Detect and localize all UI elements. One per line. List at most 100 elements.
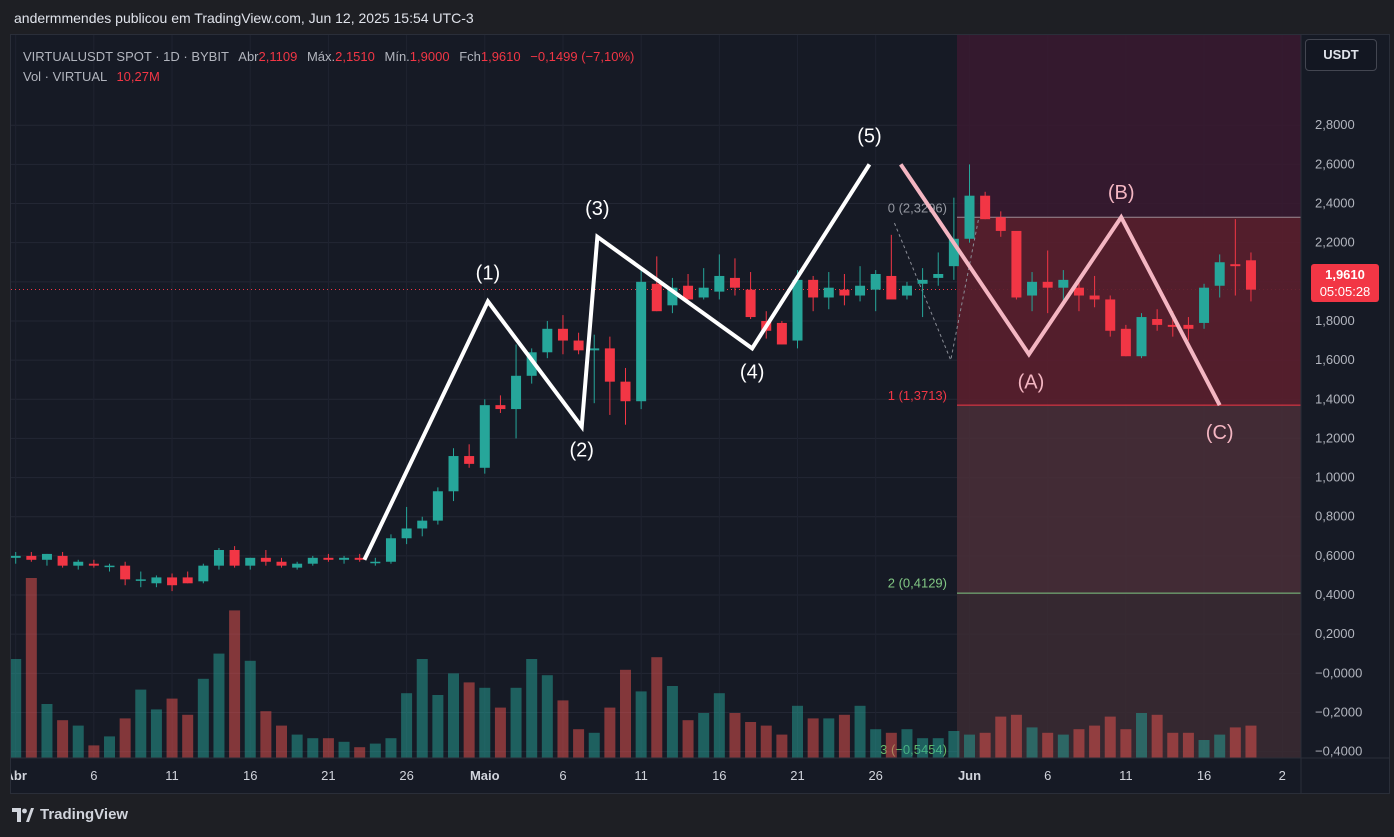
volume-bar xyxy=(636,691,647,758)
volume-bar xyxy=(401,693,412,758)
volume-bar xyxy=(432,695,443,758)
candle-body xyxy=(699,288,709,298)
volume-label[interactable]: Vol · VIRTUAL xyxy=(23,69,107,84)
candle-body xyxy=(574,341,584,351)
volume-bar xyxy=(1011,715,1022,758)
time-tick-label: 21 xyxy=(790,768,804,783)
price-tick-label: 0,6000 xyxy=(1315,548,1355,563)
close-value: 1,9610 xyxy=(481,49,521,64)
chart-panel[interactable]: 0 (2,3296) 1 (1,3713) 2 (0,4129) 3 (−0,5454… xyxy=(10,34,1390,794)
candle-body xyxy=(1246,260,1256,289)
tradingview-logo-icon xyxy=(12,808,34,822)
candle-body xyxy=(918,280,928,284)
impulse-wave-label: (3) xyxy=(585,198,609,220)
candle-body xyxy=(1105,299,1115,330)
volume-bar xyxy=(495,708,506,758)
volume-bar xyxy=(964,735,975,758)
volume-bar xyxy=(57,720,68,758)
price-tick-label: 1,0000 xyxy=(1315,470,1355,485)
price-tick-label: −0,2000 xyxy=(1315,704,1362,719)
volume-bar xyxy=(198,679,209,758)
volume-bar xyxy=(1027,727,1038,758)
volume-bar xyxy=(683,720,694,758)
candle-body xyxy=(605,348,615,381)
candle-body xyxy=(824,288,834,298)
volume-bar xyxy=(1042,733,1053,758)
volume-bar xyxy=(464,682,475,758)
candle-body xyxy=(495,405,505,409)
time-tick-label: 6 xyxy=(559,768,566,783)
footer-brand-label: TradingView xyxy=(40,806,128,823)
volume-bar xyxy=(792,706,803,758)
volume-bar xyxy=(370,744,381,758)
volume-bar xyxy=(933,738,944,758)
candle-body xyxy=(902,286,912,296)
bar-countdown: 05:05:28 xyxy=(1311,284,1379,300)
candle-body xyxy=(996,217,1006,231)
volume-bar xyxy=(917,738,928,758)
candle-body xyxy=(1011,231,1021,298)
impulse-wave-label: (1) xyxy=(476,262,500,284)
candle-body xyxy=(1152,319,1162,325)
currency-button[interactable]: USDT xyxy=(1305,39,1377,71)
time-tick-label: 11 xyxy=(165,768,179,783)
volume-bar xyxy=(1167,733,1178,758)
candle-body xyxy=(933,274,943,278)
candle-body xyxy=(339,558,349,560)
high-value: 2,1510 xyxy=(335,49,375,64)
candle-body xyxy=(855,286,865,296)
candle-body xyxy=(308,558,318,564)
ohlc-row: VIRTUALUSDT SPOT · 1D · BYBIT Abr2,1109 … xyxy=(23,47,634,67)
candle-body xyxy=(730,278,740,288)
low-label: Mín. xyxy=(385,49,410,64)
time-tick-label: Maio xyxy=(470,768,500,783)
volume-bar xyxy=(479,688,490,758)
candle-body xyxy=(230,550,240,566)
candle-body xyxy=(839,290,849,296)
candle-body xyxy=(198,566,208,582)
fibonacci-zone: 0 (2,3296) 1 (1,3713) 2 (0,4129) 3 (−0,5454… xyxy=(880,35,1301,758)
volume-bar xyxy=(339,742,350,758)
volume-bar xyxy=(573,729,584,758)
volume-bar xyxy=(1058,735,1069,758)
fib-level-label: 2 (0,4129) xyxy=(888,575,947,590)
volume-bar xyxy=(1245,726,1256,758)
volume-bar xyxy=(417,659,428,758)
candle-body xyxy=(151,577,161,583)
symbol-info[interactable]: VIRTUALUSDT SPOT · 1D · BYBIT xyxy=(23,49,229,64)
candle-body xyxy=(589,348,599,350)
volume-bar xyxy=(698,713,709,758)
time-tick-label: Jun xyxy=(958,768,981,783)
volume-bar xyxy=(995,717,1006,758)
candle-body xyxy=(965,196,975,239)
price-tick-label: 0,4000 xyxy=(1315,587,1355,602)
candle-body xyxy=(542,329,552,352)
time-tick-label: Abr xyxy=(11,768,27,783)
candle-body xyxy=(1027,282,1037,296)
volume-bar xyxy=(1073,729,1084,758)
candlestick-chart[interactable]: 0 (2,3296) 1 (1,3713) 2 (0,4129) 3 (−0,5454… xyxy=(11,35,1389,793)
candle-body xyxy=(120,566,130,580)
candle-body xyxy=(1090,296,1100,300)
volume-bar xyxy=(73,726,84,758)
price-tick-label: 2,6000 xyxy=(1315,156,1355,171)
candle-body xyxy=(73,562,83,566)
candle-body xyxy=(42,554,52,560)
footer-brand[interactable]: TradingView xyxy=(12,806,128,823)
volume-bar xyxy=(213,654,224,758)
volume-bar xyxy=(886,733,897,758)
impulse-wave-label: (2) xyxy=(570,440,594,462)
publication-header: andermmendes publicou em TradingView.com… xyxy=(14,10,474,26)
volume-bar xyxy=(511,688,522,758)
candle-body xyxy=(136,579,146,581)
corrective-wave-label: (C) xyxy=(1206,422,1234,444)
candle-body xyxy=(886,276,896,299)
time-tick-label: 16 xyxy=(1197,768,1211,783)
time-tick-label: 21 xyxy=(321,768,335,783)
volume-bar xyxy=(323,738,334,758)
time-tick-label: 2 xyxy=(1279,768,1286,783)
volume-bar xyxy=(1199,740,1210,758)
time-tick-label: 26 xyxy=(399,768,413,783)
candle-body xyxy=(214,550,224,566)
volume-bar xyxy=(761,726,772,758)
